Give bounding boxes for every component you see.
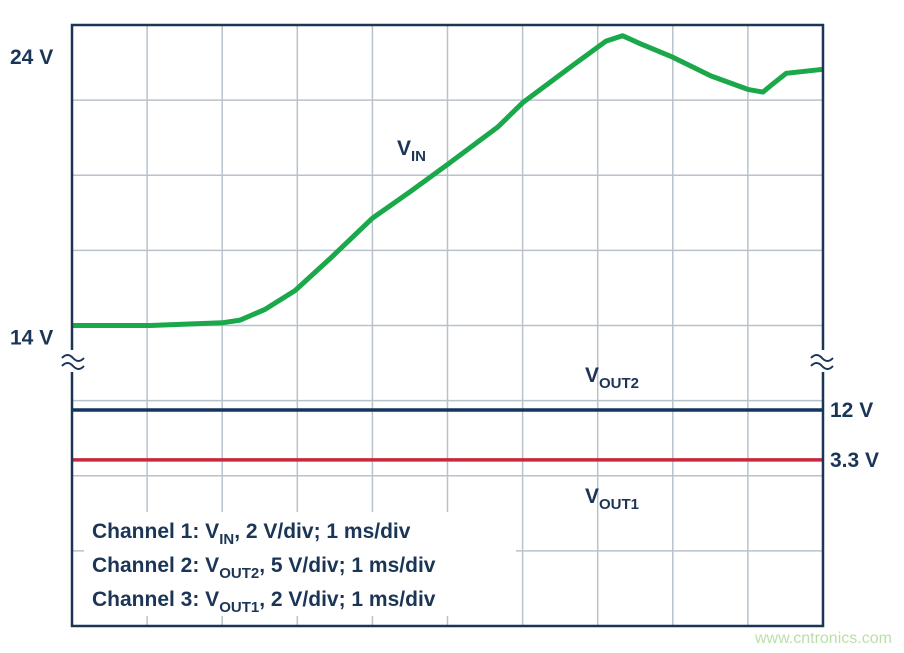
series-line (72, 33, 824, 328)
series-label: VOUT2 (585, 364, 639, 392)
series-label: VOUT1 (585, 485, 639, 513)
legend-sub: IN (219, 531, 234, 548)
label-sub: IN (411, 148, 426, 165)
grid (72, 25, 823, 626)
watermark: www.cntronics.com (754, 630, 892, 647)
legend-box (84, 512, 516, 616)
label-sub: OUT1 (599, 496, 639, 513)
label-main: V (397, 137, 411, 160)
axis-break (61, 350, 834, 372)
legend-text: Channel 1: V (92, 520, 219, 543)
legend-entry: Channel 1: VIN, 2 V/div; 1 ms/div (92, 520, 411, 548)
y-tick-label: 24 V (10, 46, 53, 69)
frame (70, 23, 825, 628)
legend-text: , 2 V/div; 1 ms/div (259, 588, 436, 611)
legend-text: , 2 V/div; 1 ms/div (234, 520, 411, 543)
legend-entry: Channel 2: VOUT2, 5 V/div; 1 ms/div (92, 554, 436, 582)
legend-sub: OUT2 (219, 565, 259, 582)
y2-tick-label: 12 V (830, 399, 873, 422)
series-label: VIN (397, 137, 426, 165)
y2-tick-label: 3.3 V (830, 449, 879, 472)
legend-entry: Channel 3: VOUT1, 2 V/div; 1 ms/div (92, 588, 436, 616)
legend-text: Channel 3: V (92, 588, 219, 611)
label-sub: OUT2 (599, 375, 639, 392)
legend-sub: OUT1 (219, 599, 259, 616)
label-main: V (585, 485, 599, 508)
label-main: V (585, 364, 599, 387)
legend-text: , 5 V/div; 1 ms/div (259, 554, 436, 577)
legend-text: Channel 2: V (92, 554, 219, 577)
plot-area (72, 33, 824, 462)
y-tick-label: 14 V (10, 327, 53, 350)
